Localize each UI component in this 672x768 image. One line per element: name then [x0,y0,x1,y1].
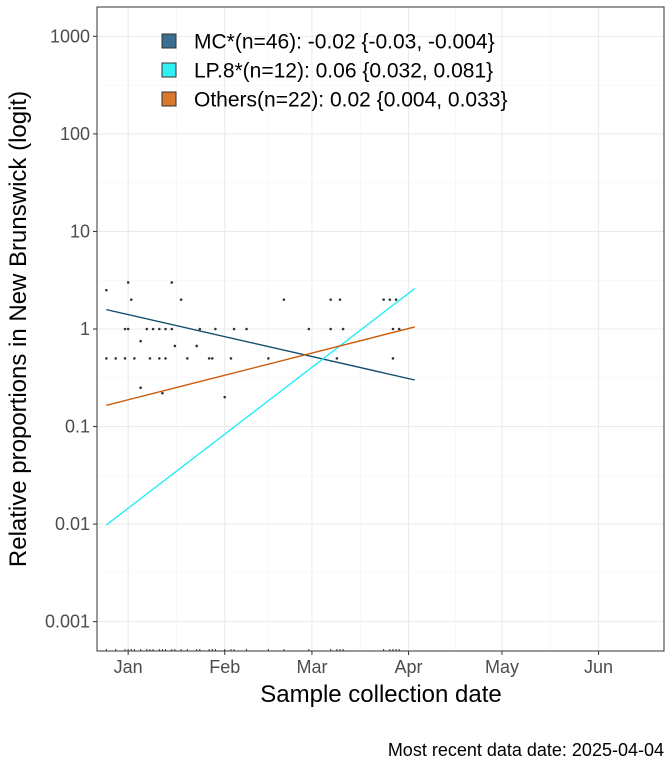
data-point [170,327,174,331]
data-point [282,298,286,301]
x-tick-label: May [485,657,519,677]
data-point [148,357,152,360]
data-point [158,327,161,331]
data-point [164,357,167,360]
legend-label: Others(n=22): 0.02 {0.004, 0.033} [194,89,507,112]
data-point [173,344,177,348]
data-point [195,344,198,348]
data-point [129,298,133,301]
data-point [214,327,217,331]
data-point [133,357,136,360]
x-axis-title: Sample collection date [260,681,501,708]
data-point [394,298,398,301]
y-tick-label: 1 [80,319,90,339]
fit-line-mc [106,308,415,381]
data-point [186,357,189,360]
data-point [207,357,211,360]
data-point [388,298,392,301]
caption-text: Most recent data date: 2025-04-04 [388,740,664,760]
legend-label: LP.8*(n=12): 0.06 {0.032, 0.081} [194,60,493,83]
data-point [382,298,385,301]
data-point [161,391,164,395]
data-point [335,357,339,360]
legend-label: MC*(n=46): -0.02 {-0.03, -0.004} [194,31,495,54]
legend-key [161,62,177,78]
legend: MC*(n=46): -0.02 {-0.03, -0.004} LP.8*(n=… [161,31,507,112]
data-point [329,327,332,331]
data-point [229,357,233,360]
data-point [267,357,270,360]
fit-line-others [106,326,415,407]
x-tick-label: Mar [296,657,327,677]
x-tick-label: Jan [114,657,143,677]
y-axis: 0.001 0.01 0.1 1 10 100 1000 [45,26,97,632]
y-tick-label: 0.1 [65,417,90,437]
data-point [397,327,401,331]
data-point [223,395,227,399]
data-point [341,327,345,331]
data-point [170,281,174,284]
data-point [179,298,183,301]
y-tick-label: 100 [60,124,90,144]
fit-line-lp8 [105,287,416,526]
data-point [145,327,149,331]
fit-lines [105,287,416,526]
data-point [307,327,311,331]
y-tick-label: 1000 [50,26,90,46]
legend-key [161,33,177,49]
data-point [139,386,142,390]
data-point [126,281,130,284]
data-point [105,357,108,360]
x-axis: Jan Feb Mar Apr May Jun [114,651,613,677]
legend-key [161,91,177,107]
data-point [245,327,248,331]
x-tick-label: Feb [209,657,240,677]
y-tick-label: 0.001 [45,612,90,632]
data-point [329,298,332,301]
data-point [123,357,127,360]
data-point [158,357,161,360]
data-point [105,288,108,292]
data-points [105,281,401,399]
data-point [123,327,127,331]
data-point [114,357,117,360]
x-tick-label: Apr [395,657,423,677]
data-point [338,298,342,301]
data-point [139,339,142,343]
data-point [210,357,214,360]
y-tick-label: 10 [70,221,90,241]
data-point [391,357,395,360]
data-point [391,327,395,331]
data-point [151,327,155,331]
data-point [164,327,167,331]
x-tick-label: Jun [584,657,613,677]
data-point [126,327,130,331]
data-point [198,327,202,331]
data-point [232,327,236,331]
y-axis-title: Relative proportions in New Brunswick (l… [5,91,32,567]
y-tick-label: 0.01 [55,514,90,534]
